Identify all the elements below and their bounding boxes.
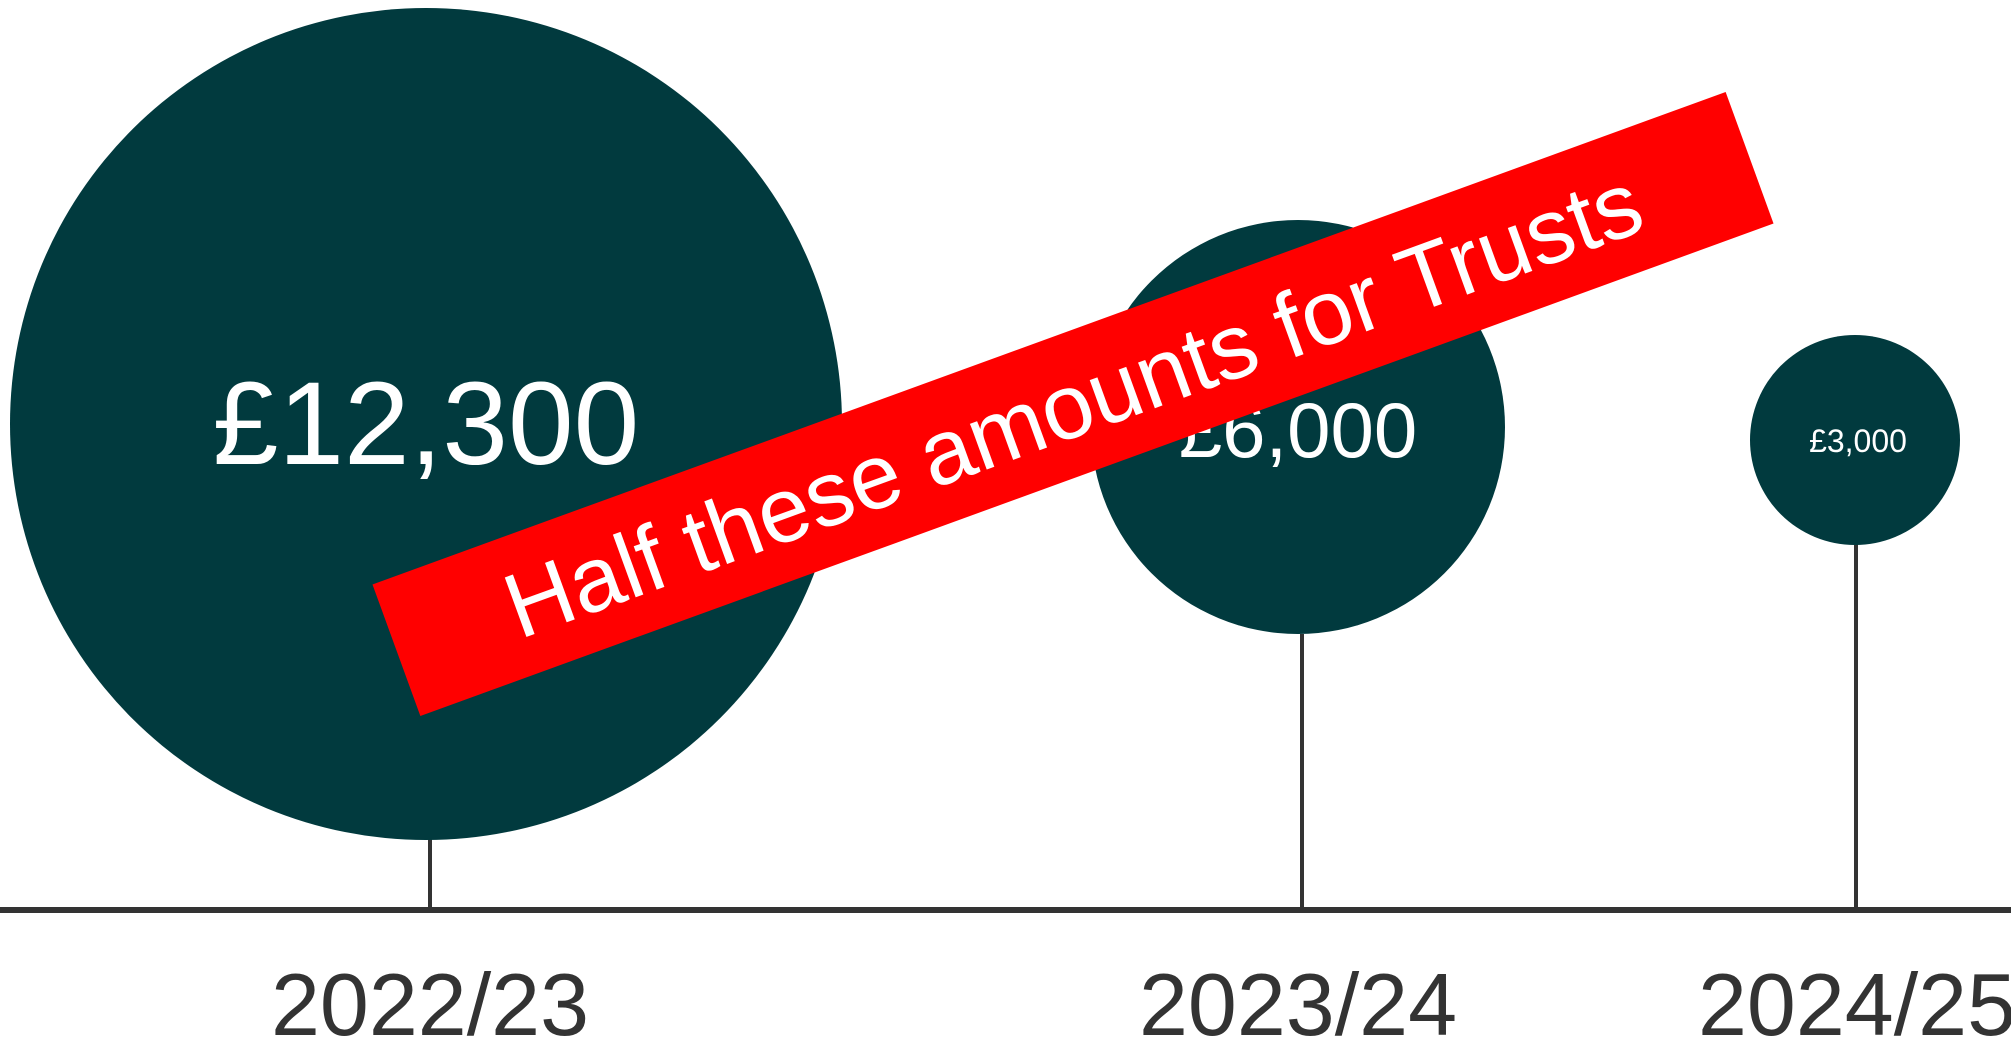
year-label-2022-23: 2022/23	[271, 955, 589, 1042]
year-label-2023-24: 2023/24	[1139, 955, 1457, 1042]
trusts-banner-background	[372, 91, 1774, 717]
bubble-value-label-2022-23: £12,300	[213, 358, 640, 490]
bubble-value-label-2024-25: £3,000	[1809, 423, 1907, 459]
bubble-2024-25	[1750, 335, 1960, 545]
year-label-2024-25: 2024/25	[1698, 955, 2011, 1042]
bubble-group-2024-25: £3,000 2024/25	[1698, 335, 2011, 1042]
